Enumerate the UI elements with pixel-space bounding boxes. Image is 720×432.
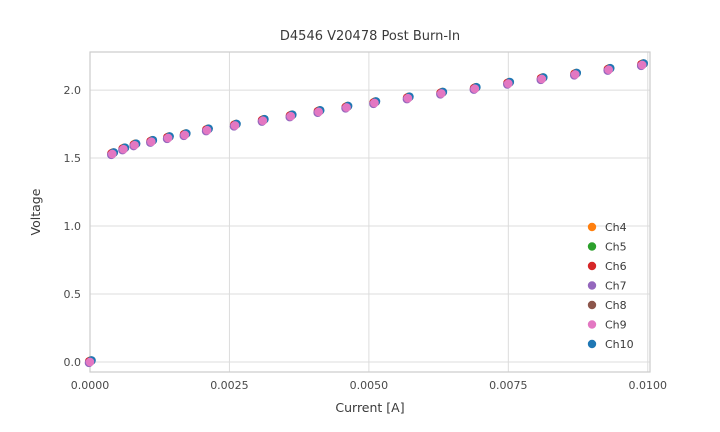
chart-title: D4546 V20478 Post Burn-In [280, 29, 460, 44]
data-point-ch9 [403, 93, 413, 103]
data-point-ch9 [180, 130, 190, 140]
series-ch7 [84, 61, 646, 368]
legend-marker-ch8 [587, 300, 597, 310]
legend-item-ch5: Ch5 [587, 241, 627, 254]
legend-label-ch7: Ch7 [605, 280, 627, 293]
series-ch6 [84, 60, 646, 366]
legend-marker-ch4 [587, 222, 597, 232]
data-point-ch9 [147, 137, 156, 147]
y-axis-label: Voltage [28, 188, 43, 235]
x-tick-label: 0.0025 [210, 379, 249, 392]
data-point-ch9 [286, 111, 296, 121]
grid-layer [89, 51, 651, 373]
x-tick-label: 0.0100 [629, 379, 668, 392]
x-tick-label: 0.0000 [71, 379, 110, 392]
legend-item-ch7: Ch7 [587, 280, 627, 293]
y-tick-label: 0.5 [64, 288, 82, 301]
x-tick-label: 0.0075 [489, 379, 528, 392]
data-point-ch9 [202, 125, 212, 135]
legend-item-ch6: Ch6 [587, 260, 627, 273]
legend-item-ch9: Ch9 [587, 319, 627, 332]
legend-marker-ch5 [587, 242, 597, 251]
data-point-ch9 [604, 65, 614, 74]
data-points-layer [84, 59, 648, 368]
legend-label-ch6: Ch6 [605, 260, 627, 273]
legend-label-ch5: Ch5 [605, 241, 627, 254]
legend-item-ch4: Ch4 [587, 221, 627, 234]
y-tick-label: 1.0 [64, 220, 82, 233]
legend: Ch4 Ch5 Ch6 Ch7 Ch8 Ch9 Ch10 [587, 221, 634, 351]
data-point-ch9 [314, 107, 323, 117]
x-axis-label: Current [A] [335, 400, 404, 415]
data-point-ch9 [108, 149, 117, 159]
legend-label-ch9: Ch9 [605, 319, 627, 332]
data-point-ch9 [537, 74, 547, 84]
y-tick-label: 1.5 [64, 152, 82, 165]
data-point-ch9 [119, 144, 128, 154]
legend-marker-ch6 [587, 261, 597, 271]
x-tick-label: 0.0050 [350, 379, 389, 392]
legend-label-ch10: Ch10 [605, 338, 634, 351]
legend-label-ch8: Ch8 [605, 299, 627, 312]
legend-label-ch4: Ch4 [605, 221, 627, 234]
data-point-ch9 [370, 98, 379, 108]
plot-frame [89, 51, 651, 373]
data-point-ch9 [163, 133, 173, 143]
data-point-ch9 [504, 79, 513, 88]
data-point-ch9 [437, 89, 446, 98]
series-ch10 [87, 59, 648, 365]
data-point-ch9 [230, 121, 240, 130]
data-point-ch9 [85, 357, 95, 367]
data-point-ch9 [342, 103, 351, 112]
data-point-ch9 [570, 70, 580, 79]
data-point-ch9 [637, 60, 647, 70]
series-ch8 [87, 59, 648, 365]
data-point-ch9 [258, 116, 268, 125]
legend-marker-ch10 [587, 339, 597, 349]
series-ch9 [85, 60, 647, 367]
legend-item-ch10: Ch10 [587, 338, 634, 351]
series-ch5 [86, 59, 648, 366]
legend-item-ch8: Ch8 [587, 299, 627, 312]
legend-marker-ch7 [587, 281, 597, 290]
y-tick-label: 0.0 [64, 356, 82, 369]
series-ch4 [86, 59, 648, 365]
data-point-ch9 [130, 140, 139, 150]
data-point-ch9 [470, 84, 480, 94]
legend-marker-ch9 [587, 320, 597, 329]
tick-labels-layer: 0.0000 0.0025 0.0050 0.0075 0.0100 0.0 0.5 1.0 1… [64, 84, 668, 392]
y-tick-label: 2.0 [64, 84, 82, 97]
